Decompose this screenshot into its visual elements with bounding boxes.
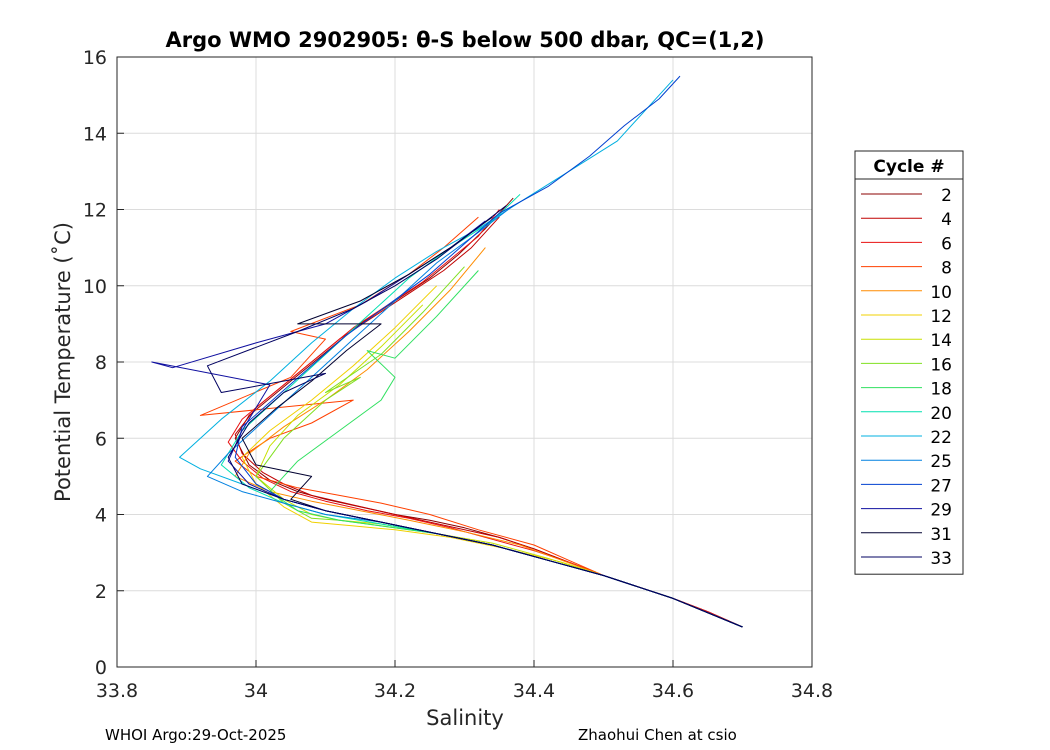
y-tick-label: 10: [83, 276, 107, 298]
y-tick-label: 16: [83, 47, 107, 69]
series-line-cycle-10: [234, 247, 743, 628]
x-tick-label: 34.8: [791, 680, 833, 702]
y-tick-label: 0: [95, 657, 107, 679]
legend-label-cycle-31: 31: [930, 525, 952, 545]
axis-ticks: 33.8 34 34.2 34.4 34.6 34.8 0 2 4 6 8 10 12 14 16: [83, 47, 833, 702]
series-line-cycle-31: [241, 216, 743, 628]
legend-label-cycle-8: 8: [941, 259, 952, 279]
x-tick-label: 34.6: [652, 680, 694, 702]
series-line-cycle-20: [220, 193, 743, 628]
legend-label-cycle-18: 18: [930, 380, 952, 400]
series-group: [151, 75, 743, 628]
y-tick-label: 2: [95, 581, 107, 603]
x-axis-label: Salinity: [426, 706, 504, 730]
y-tick-label: 6: [95, 428, 107, 450]
legend-label-cycle-2: 2: [941, 186, 952, 206]
series-line-cycle-14: [255, 304, 743, 628]
legend-label-cycle-29: 29: [930, 501, 952, 521]
legend-label-cycle-33: 33: [930, 549, 952, 569]
legend-label-cycle-25: 25: [930, 452, 952, 472]
legend-label-cycle-16: 16: [930, 355, 952, 375]
series-line-cycle-29: [151, 220, 743, 628]
x-tick-label: 34: [244, 680, 268, 702]
legend-label-cycle-27: 27: [930, 476, 952, 496]
footer-source: WHOI Argo:29-Oct-2025: [105, 726, 287, 744]
legend-label-cycle-14: 14: [930, 331, 952, 351]
legend: Cycle # 2 4 6 8 10 12 14 16 18 20 22 25 27 29 31 33: [854, 150, 964, 575]
grid: [116, 56, 813, 668]
chart-title: Argo WMO 2902905: θ-S below 500 dbar, QC…: [166, 28, 765, 52]
legend-label-cycle-4: 4: [941, 210, 952, 230]
series-line-cycle-4: [234, 216, 743, 628]
y-tick-label: 12: [83, 200, 107, 222]
x-tick-label: 34.2: [374, 680, 416, 702]
legend-title: Cycle #: [873, 157, 944, 177]
y-tick-label: 14: [83, 123, 107, 145]
series-line-cycle-33: [206, 205, 743, 628]
legend-label-cycle-22: 22: [930, 428, 952, 448]
y-axis-label: Potential Temperature (˚C): [51, 222, 75, 502]
series-line-cycle-22: [179, 79, 743, 628]
legend-box: [854, 150, 964, 575]
footer-author: Zhaohui Chen at csio: [578, 726, 737, 744]
legend-label-cycle-10: 10: [930, 283, 952, 303]
series-line-cycle-8: [199, 216, 743, 628]
y-tick-label: 8: [95, 352, 107, 374]
x-tick-label: 33.8: [96, 680, 138, 702]
legend-label-cycle-12: 12: [930, 307, 952, 327]
series-line-cycle-16: [255, 266, 743, 628]
legend-label-cycle-20: 20: [930, 404, 952, 424]
legend-label-cycle-6: 6: [941, 234, 952, 254]
series-line-cycle-25: [206, 205, 743, 628]
x-tick-label: 34.4: [513, 680, 555, 702]
y-tick-label: 4: [95, 505, 107, 527]
